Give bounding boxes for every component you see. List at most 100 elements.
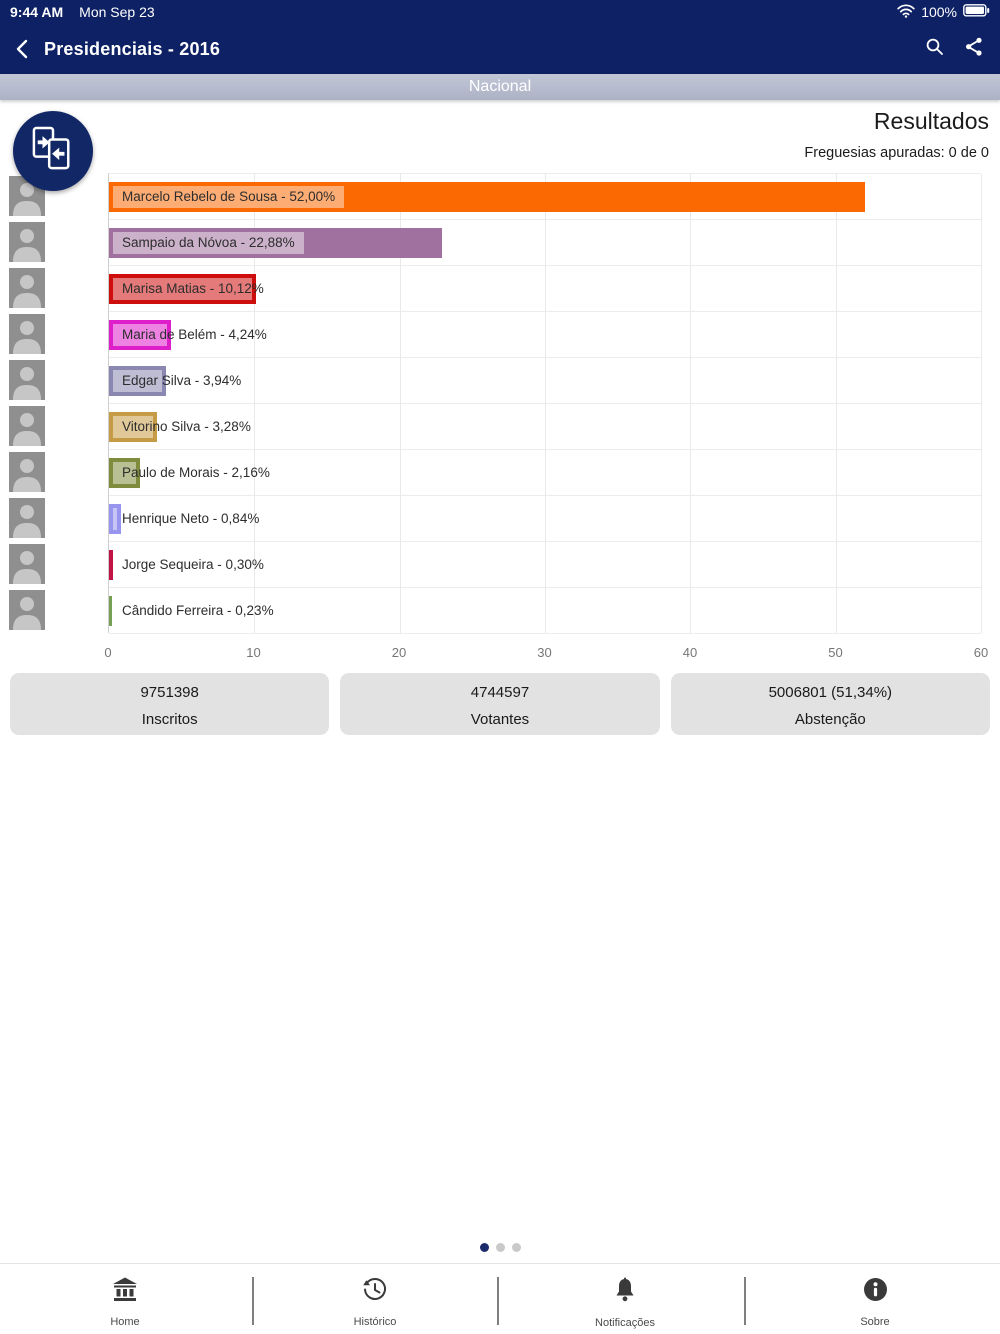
region-bar[interactable]: Nacional bbox=[0, 74, 1000, 100]
bar-label: Henrique Neto - 0,84% bbox=[122, 511, 260, 526]
chart-row: Paulo de Morais - 2,16%Paulo de Morais -… bbox=[109, 450, 981, 496]
bar-label-tint: Maria de Belém - 4,24% bbox=[113, 324, 167, 346]
tab-home-label: Home bbox=[110, 1316, 140, 1328]
result-bar: Marcelo Rebelo de Sousa - 52,00%Marcelo … bbox=[109, 182, 865, 212]
bar-label-tint: Sampaio da Nóvoa - 22,88% bbox=[113, 232, 438, 254]
bar-label: Sampaio da Nóvoa - 22,88% bbox=[122, 235, 295, 250]
nav-bar: Presidenciais - 2016 bbox=[0, 24, 1000, 74]
x-tick-label: 30 bbox=[537, 645, 552, 660]
page-dot[interactable] bbox=[479, 1243, 489, 1252]
bar-label: Jorge Sequeira - 0,30% bbox=[122, 557, 264, 572]
page-dot[interactable] bbox=[495, 1243, 505, 1252]
tab-sobre-label: Sobre bbox=[860, 1316, 890, 1328]
result-bar: Henrique Neto - 0,84% Henrique Neto - 0,8… bbox=[109, 504, 259, 534]
tab-home[interactable]: Home bbox=[0, 1264, 250, 1334]
bar-label-tint: Paulo de Morais - 2,16% bbox=[113, 462, 137, 484]
inscritos-label: Inscritos bbox=[141, 711, 198, 728]
status-date: Mon Sep 23 bbox=[79, 4, 155, 20]
share-icon[interactable] bbox=[964, 36, 984, 62]
bar-label-tint: Henrique Neto - 0,84% bbox=[113, 508, 118, 530]
tab-historico[interactable]: Histórico bbox=[250, 1264, 500, 1334]
x-tick-label: 50 bbox=[828, 645, 843, 660]
tab-notificacoes-label: Notificações bbox=[595, 1317, 655, 1329]
bar-label: Marisa Matias - 10,12% bbox=[122, 281, 264, 296]
result-bar: Edgar Silva - 3,94%Edgar Silva - 3,94% bbox=[109, 366, 241, 396]
back-button[interactable] bbox=[16, 39, 28, 59]
compare-button[interactable] bbox=[13, 111, 93, 191]
chart-row: Marcelo Rebelo de Sousa - 52,00%Marcelo … bbox=[109, 174, 981, 220]
abstencao-label: Abstenção bbox=[794, 711, 866, 728]
results-title: Resultados bbox=[873, 108, 989, 134]
result-bar: Marisa Matias - 10,12%Marisa Matias - 10… bbox=[109, 274, 264, 304]
abstencao-value: 5006801 (51,34%) bbox=[768, 684, 893, 701]
x-tick-label: 40 bbox=[682, 645, 698, 660]
status-bar: 9:44 AM Mon Sep 23 100% bbox=[0, 0, 1000, 24]
results-chart: Marcelo Rebelo de Sousa - 52,00%Marcelo … bbox=[0, 173, 1000, 673]
x-axis: 0 10 20 30 40 50 60 bbox=[104, 637, 988, 661]
gridline bbox=[981, 174, 982, 633]
search-icon[interactable] bbox=[925, 37, 944, 61]
inscritos-value: 9751398 bbox=[140, 684, 199, 701]
chart-row: Sampaio da Nóvoa - 22,88%Sampaio da Nóvo… bbox=[109, 220, 981, 266]
abstencao-card: 5006801 (51,34%) Abstenção bbox=[670, 673, 990, 735]
chart-row: Henrique Neto - 0,84% Henrique Neto - 0,8… bbox=[109, 496, 981, 542]
page-title: Presidenciais - 2016 bbox=[44, 38, 221, 59]
chart-row: Edgar Silva - 3,94%Edgar Silva - 3,94% bbox=[109, 358, 981, 404]
bar-label: Maria de Belém - 4,24% bbox=[122, 327, 267, 342]
votantes-value: 4744597 bbox=[470, 684, 530, 701]
results-subtitle: Freguesias apuradas: 0 de 0 bbox=[804, 145, 989, 161]
compare-icon bbox=[32, 125, 74, 178]
candidate-photo bbox=[9, 360, 45, 400]
bell-icon bbox=[613, 1277, 637, 1308]
bar-label-tint: Edgar Silva - 3,94% bbox=[113, 370, 163, 392]
x-tick-label: 60 bbox=[973, 645, 989, 660]
tab-separator bbox=[497, 1277, 499, 1325]
result-bar: Paulo de Morais - 2,16%Paulo de Morais -… bbox=[109, 458, 270, 488]
tab-separator bbox=[744, 1277, 746, 1325]
chart-row: Marisa Matias - 10,12%Marisa Matias - 10… bbox=[109, 266, 981, 312]
battery-percent: 100% bbox=[921, 4, 957, 20]
info-icon bbox=[863, 1277, 888, 1307]
x-tick-label: 0 bbox=[104, 645, 112, 660]
results-header: Resultados Freguesias apuradas: 0 de 0 bbox=[804, 108, 989, 161]
candidate-photo bbox=[9, 544, 45, 584]
bank-icon bbox=[112, 1277, 138, 1307]
bar-label-tint: Marisa Matias - 10,12% bbox=[113, 278, 253, 300]
chart-plot: Marcelo Rebelo de Sousa - 52,00%Marcelo … bbox=[108, 173, 982, 634]
bar-label: Cândido Ferreira - 0,23% bbox=[122, 603, 274, 618]
chart-row: Maria de Belém - 4,24%Maria de Belém - 4… bbox=[109, 312, 981, 358]
chart-row: Vitorino Silva - 3,28%Vitorino Silva - 3… bbox=[109, 404, 981, 450]
bar-label: Edgar Silva - 3,94% bbox=[122, 373, 242, 388]
chart-row: Jorge Sequeira - 0,30%Jorge Sequeira - 0… bbox=[109, 542, 981, 588]
summary-cards: 9751398 Inscritos 4744597 Votantes 50068… bbox=[10, 673, 990, 735]
result-bar: Cândido Ferreira - 0,23%Cândido Ferreira… bbox=[109, 596, 274, 626]
tab-bar: Home Histórico Notificações Sobre bbox=[0, 1263, 1000, 1334]
x-tick-label: 10 bbox=[246, 645, 261, 660]
candidate-photos-column bbox=[9, 173, 45, 633]
votantes-card: 4744597 Votantes bbox=[340, 673, 660, 735]
chart-row: Cândido Ferreira - 0,23%Cândido Ferreira… bbox=[109, 588, 981, 634]
votantes-label: Votantes bbox=[470, 711, 530, 728]
battery-icon bbox=[963, 4, 990, 20]
bar-label-tint: Marcelo Rebelo de Sousa - 52,00% bbox=[113, 186, 861, 208]
tab-notificacoes[interactable]: Notificações bbox=[500, 1264, 750, 1334]
candidate-photo bbox=[9, 222, 45, 262]
history-icon bbox=[362, 1277, 388, 1307]
result-bar: Jorge Sequeira - 0,30%Jorge Sequeira - 0… bbox=[109, 550, 264, 580]
page-dot[interactable] bbox=[511, 1243, 521, 1252]
result-bar: Sampaio da Nóvoa - 22,88%Sampaio da Nóvo… bbox=[109, 228, 442, 258]
tab-separator bbox=[252, 1277, 254, 1325]
bar-label-tint: Vitorino Silva - 3,28% bbox=[113, 416, 153, 438]
inscritos-card: 9751398 Inscritos bbox=[10, 673, 330, 735]
bar-label: Marcelo Rebelo de Sousa - 52,00% bbox=[122, 189, 336, 204]
region-label: Nacional bbox=[468, 78, 532, 95]
candidate-photo bbox=[9, 314, 45, 354]
status-time: 9:44 AM bbox=[10, 4, 64, 20]
bar-label: Paulo de Morais - 2,16% bbox=[122, 465, 270, 480]
tab-sobre[interactable]: Sobre bbox=[750, 1264, 1000, 1334]
result-bar: Vitorino Silva - 3,28%Vitorino Silva - 3… bbox=[109, 412, 251, 442]
candidate-photo bbox=[9, 406, 45, 446]
candidate-photo bbox=[9, 590, 45, 630]
bar-label: Vitorino Silva - 3,28% bbox=[122, 419, 251, 434]
result-bar: Maria de Belém - 4,24%Maria de Belém - 4… bbox=[109, 320, 267, 350]
